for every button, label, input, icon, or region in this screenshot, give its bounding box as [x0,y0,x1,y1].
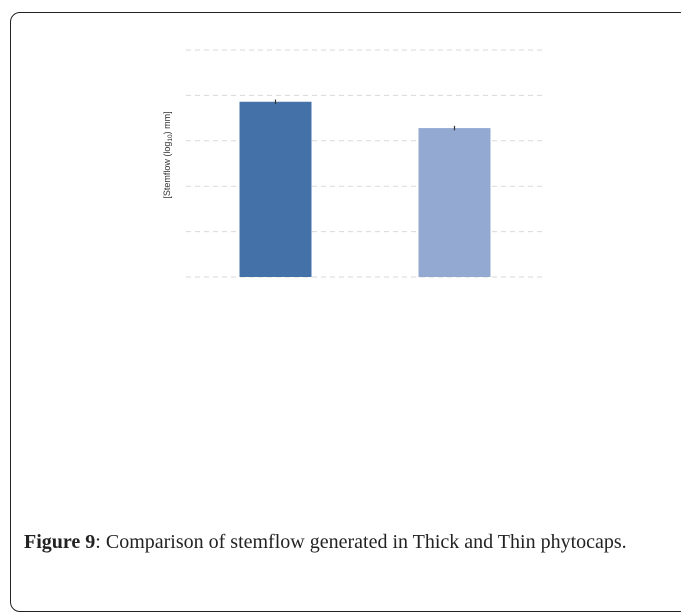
figure-caption-text: : Comparison of stemflow generated in Th… [95,531,627,553]
y-axis-label: [Stemflow (log10) mm] [162,111,174,198]
bar-thin [418,128,491,277]
error-bars [274,99,456,131]
y-axis-label-subscript: 10 [167,134,174,142]
bars [239,101,491,277]
figure-caption: Figure 9: Comparison of stemflow generat… [24,528,674,556]
y-axis-label-prefix: [Stemflow (log [162,142,172,199]
bar-thick [239,101,312,277]
figure-label: Figure 9 [24,531,96,553]
stemflow-bar-chart: [Stemflow (log10) mm] [162,49,544,278]
y-axis-label-suffix: ) mm] [162,111,172,134]
